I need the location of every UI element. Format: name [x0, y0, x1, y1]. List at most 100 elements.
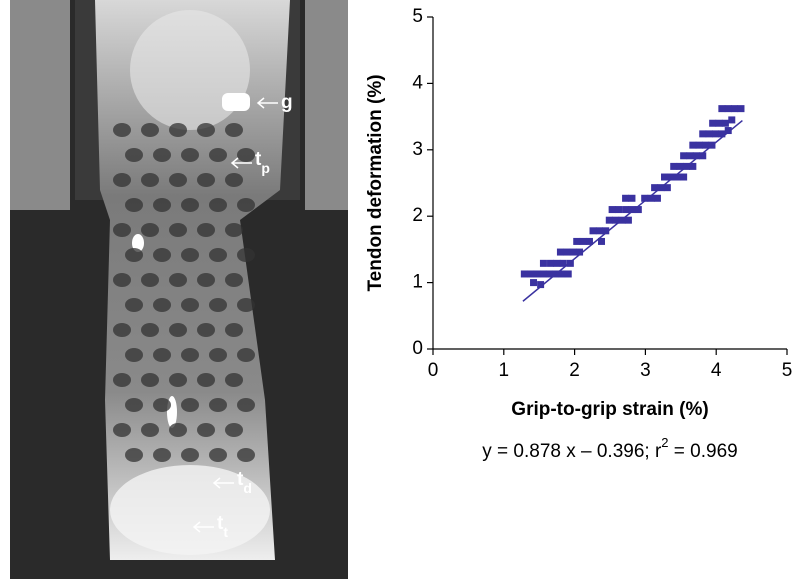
spot	[181, 148, 199, 162]
point	[709, 119, 717, 127]
spot	[113, 273, 131, 287]
spot	[197, 123, 215, 137]
spot	[113, 223, 131, 237]
point	[724, 105, 732, 113]
y-tick-label: 2	[412, 205, 423, 226]
x-tick-label: 3	[640, 360, 651, 381]
spot	[225, 273, 243, 287]
point	[598, 237, 606, 245]
point	[527, 270, 535, 278]
spot	[113, 173, 131, 187]
photo-label: td	[237, 469, 252, 496]
point	[595, 227, 603, 235]
spot	[197, 423, 215, 437]
spot	[209, 348, 227, 362]
spot	[237, 348, 255, 362]
spot	[237, 148, 255, 162]
spot	[209, 198, 227, 212]
spot	[197, 223, 215, 237]
point	[689, 162, 697, 170]
point	[537, 281, 545, 289]
spot	[181, 398, 199, 412]
spot	[225, 173, 243, 187]
point	[573, 237, 581, 245]
point	[721, 119, 729, 127]
point	[647, 194, 655, 202]
spot	[169, 423, 187, 437]
label-main: t	[255, 149, 262, 170]
chart: Grip-to-grip strain (%) Tendon deformati…	[365, 6, 792, 462]
point	[676, 162, 684, 170]
spot	[209, 448, 227, 462]
point	[634, 206, 642, 214]
spot	[125, 348, 143, 362]
point	[622, 206, 630, 214]
point	[718, 130, 726, 138]
point	[566, 259, 574, 267]
point	[539, 270, 547, 278]
point	[718, 105, 726, 113]
photo-label: tt	[217, 513, 228, 540]
spot	[197, 323, 215, 337]
label-sub: d	[243, 480, 252, 496]
spot	[113, 323, 131, 337]
point	[559, 259, 567, 267]
point	[564, 270, 572, 278]
spot	[153, 298, 171, 312]
point	[547, 259, 555, 267]
eq-text: y = 0.878 x – 0.396; r	[482, 441, 662, 462]
x-tick-label: 2	[569, 360, 580, 381]
spot	[225, 123, 243, 137]
point	[563, 248, 571, 256]
spot	[141, 223, 159, 237]
spot	[225, 223, 243, 237]
spot	[197, 273, 215, 287]
point	[728, 116, 736, 124]
point	[651, 184, 659, 192]
point	[692, 152, 700, 160]
trendline	[522, 119, 743, 302]
point	[608, 206, 616, 214]
x-tick-label: 1	[499, 360, 510, 381]
point	[605, 216, 613, 224]
point	[702, 141, 710, 149]
spot	[181, 198, 199, 212]
spot	[125, 448, 143, 462]
spot	[141, 123, 159, 137]
y-tick-label: 4	[412, 72, 423, 93]
label-sub: t	[223, 524, 228, 540]
spot	[141, 323, 159, 337]
x-tick-label: 0	[428, 360, 439, 381]
spot	[153, 198, 171, 212]
photo: g tp td tt	[10, 0, 348, 579]
spot	[237, 198, 255, 212]
point	[569, 248, 577, 256]
spot	[125, 398, 143, 412]
point	[558, 270, 566, 278]
point	[699, 152, 707, 160]
photo-label: g	[281, 92, 293, 113]
spot	[237, 448, 255, 462]
spot	[209, 298, 227, 312]
spot	[113, 423, 131, 437]
label-main: t	[237, 469, 244, 490]
spot	[141, 373, 159, 387]
point	[622, 194, 630, 202]
spot	[141, 423, 159, 437]
spot	[209, 148, 227, 162]
spot	[153, 248, 171, 262]
point	[705, 130, 713, 138]
spot	[153, 448, 171, 462]
spot	[209, 248, 227, 262]
spot	[181, 248, 199, 262]
point	[686, 152, 694, 160]
point	[661, 173, 669, 181]
y-tick-label: 0	[412, 338, 423, 359]
point	[667, 173, 675, 181]
label-sub: p	[261, 160, 270, 176]
spot	[113, 373, 131, 387]
point	[641, 194, 649, 202]
spot	[169, 373, 187, 387]
spot	[169, 223, 187, 237]
